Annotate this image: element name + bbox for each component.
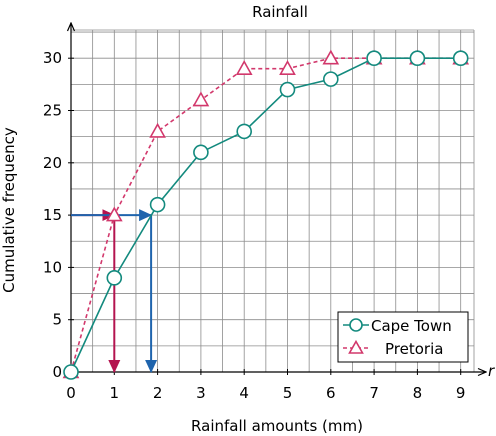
- data-point-pretoria: [105, 206, 123, 222]
- data-point-cape-town: [322, 71, 339, 87]
- y-tick-label: 10: [43, 258, 62, 276]
- data-point-cape-town: [193, 144, 209, 161]
- y-tick-label: 30: [43, 49, 62, 67]
- x-tick-label: 7: [369, 384, 379, 402]
- data-series: [62, 49, 470, 380]
- y-axis-label: Cumulative frequency: [0, 127, 18, 293]
- y-tick-label: 0: [52, 363, 62, 381]
- y-tick-label: 20: [43, 154, 62, 172]
- x-axis-end-label: r: [488, 362, 495, 380]
- x-tick-label: 0: [66, 384, 76, 402]
- y-tick-label: 15: [43, 206, 62, 224]
- x-tick-label: 5: [283, 384, 293, 402]
- data-point-pretoria: [322, 49, 340, 65]
- data-point-cape-town: [279, 81, 296, 98]
- axes: [71, 23, 486, 372]
- series-line-cape-town: [70, 57, 461, 373]
- x-tick-label: 6: [326, 384, 336, 402]
- x-axis-label: Rainfall amounts (mm): [191, 417, 363, 435]
- y-tick-label: 25: [43, 102, 62, 120]
- data-point-pretoria: [279, 60, 296, 75]
- y-tick-label: 5: [52, 311, 62, 329]
- x-tick-label: 4: [239, 384, 249, 402]
- data-point-cape-town: [452, 50, 469, 67]
- legend-marker-pretoria: [348, 339, 364, 354]
- legend: Cape Town Pretoria: [337, 311, 469, 363]
- data-point-cape-town: [106, 270, 123, 286]
- x-tick-label: 2: [153, 384, 163, 402]
- data-point-pretoria: [149, 122, 166, 138]
- x-tick-label: 8: [413, 384, 423, 402]
- data-point-pretoria: [235, 60, 253, 75]
- legend-label-cape-town: Cape Town: [371, 317, 452, 335]
- legend-label-pretoria: Pretoria: [385, 340, 443, 358]
- legend-marker-cape-town: [349, 318, 363, 332]
- data-point-cape-town: [366, 50, 382, 67]
- data-point-cape-town: [63, 364, 79, 380]
- data-point-cape-town: [409, 50, 426, 67]
- data-point-cape-town: [236, 123, 252, 140]
- tick-labels: 0 1 2 3 4 5 6 7 8 9 0 5 10 15 20 25 30: [43, 49, 466, 402]
- data-point-cape-town: [149, 196, 166, 213]
- data-point-pretoria: [192, 91, 210, 107]
- x-tick-label: 9: [456, 384, 466, 402]
- chart-title: Rainfall: [252, 3, 308, 21]
- x-tick-label: 1: [110, 384, 120, 402]
- x-tick-label: 3: [196, 384, 206, 402]
- series-line-pretoria: [70, 57, 461, 373]
